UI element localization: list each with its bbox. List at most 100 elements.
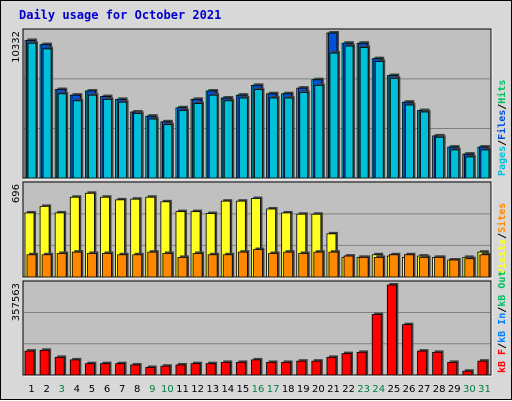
right-legend: Pages/Files/Hits — [496, 80, 508, 176]
panel-hits-files-pages: 10332 Pages/Files/Hits — [11, 28, 508, 180]
x-tick-label: 19 — [297, 384, 310, 395]
bar-sites-day-17 — [268, 253, 278, 278]
bar-kb_f-day-22 — [341, 353, 352, 376]
bar-kb_f-day-12 — [190, 363, 201, 376]
panels-layer: 10332Pages/Files/Hits696Visits/Sites3575… — [11, 28, 508, 377]
bar-pages-day-27 — [420, 111, 429, 179]
legend-entry: Sites — [496, 203, 508, 233]
legend-entry: / — [497, 104, 508, 110]
x-tick-label: 24 — [372, 384, 385, 395]
bar-kb_f-day-28 — [432, 351, 443, 376]
bar-pages-day-8 — [133, 113, 143, 179]
legend-entry: / — [497, 233, 508, 239]
bar-kb_f-day-18 — [281, 362, 292, 376]
x-tick-label: 14 — [221, 384, 234, 395]
bar-sites-day-3 — [56, 253, 67, 278]
x-tick-label: 22 — [342, 384, 355, 395]
bar-kb_f-day-19 — [296, 360, 307, 376]
x-tick-label: 23 — [357, 384, 370, 395]
bar-pages-day-22 — [344, 45, 354, 179]
bar-pages-day-19 — [299, 91, 309, 179]
x-tick-label: 30 — [463, 384, 476, 395]
bar-sites-day-14 — [222, 254, 233, 278]
bar-kb_f-day-16 — [251, 359, 261, 376]
bar-pages-day-18 — [284, 97, 294, 179]
bar-kb_f-day-11 — [175, 364, 186, 376]
bar-sites-day-9 — [147, 251, 158, 278]
y-max-label: 696 — [11, 184, 22, 203]
bar-sites-day-22 — [343, 255, 354, 278]
bar-sites-day-16 — [253, 249, 263, 278]
bar-kb_f-day-5 — [84, 363, 95, 376]
x-tick-label: 29 — [448, 384, 461, 395]
bar-pages-day-6 — [103, 99, 112, 179]
panel-visits-sites: 696 Visits/Sites — [11, 181, 508, 279]
panel-kbytes: 357563 kB F/kB In/kB Out — [11, 271, 508, 377]
bar-kb_f-day-6 — [100, 363, 110, 376]
bar-kb_f-day-27 — [417, 350, 427, 376]
x-tick-label: 27 — [418, 384, 431, 395]
bar-pages-day-21 — [329, 52, 339, 179]
bar-pages-day-25 — [389, 77, 399, 179]
x-axis-labels: 1 2 3 4 5 6 7 8 9 10 11 12 13 14 15 16 17 18 19 20 21 22 23 24 2… — [28, 384, 490, 395]
bar-sites-day-31 — [479, 254, 490, 278]
bar-pages-day-17 — [269, 97, 278, 179]
bar-sites-day-30 — [464, 258, 475, 278]
bar-kb_f-day-21 — [326, 356, 337, 376]
bar-kb_f-day-15 — [235, 362, 246, 376]
x-tick-label: 3 — [59, 384, 65, 395]
x-tick-label: 17 — [267, 384, 280, 395]
bar-sites-day-8 — [132, 254, 143, 278]
bar-kb_f-day-20 — [311, 360, 322, 376]
x-tick-label: 31 — [478, 384, 491, 395]
bar-kb_f-day-8 — [130, 364, 141, 376]
legend-entry: / — [497, 343, 508, 349]
bar-sites-day-10 — [162, 253, 173, 278]
bar-pages-day-11 — [178, 110, 188, 179]
bar-sites-day-5 — [86, 253, 97, 278]
x-tick-label: 20 — [312, 384, 325, 395]
bar-pages-day-13 — [208, 94, 218, 179]
bar-sites-day-25 — [388, 254, 399, 278]
bar-kb_f-day-24 — [371, 314, 382, 376]
bar-kb_f-day-1 — [24, 350, 35, 376]
x-tick-label: 21 — [327, 384, 340, 395]
x-tick-label: 10 — [161, 384, 174, 395]
legend-entry: Visits — [496, 239, 508, 275]
bar-kb_f-day-23 — [356, 351, 367, 376]
y-max-label: 10332 — [11, 31, 22, 63]
bar-sites-day-1 — [26, 254, 37, 278]
bar-kb_f-day-13 — [205, 363, 216, 376]
bar-kb_f-day-29 — [447, 362, 458, 376]
bar-kb_f-day-26 — [402, 324, 412, 376]
legend-entry: Files — [496, 110, 508, 140]
bar-pages-day-7 — [118, 101, 127, 179]
bar-pages-day-31 — [480, 149, 490, 179]
x-tick-label: 4 — [74, 384, 80, 395]
bar-sites-day-12 — [192, 253, 203, 278]
bar-pages-day-4 — [72, 100, 82, 179]
legend-entry: / — [497, 140, 508, 146]
x-tick-label: 7 — [119, 384, 125, 395]
legend-entry: kB In — [497, 313, 508, 343]
x-tick-label: 9 — [149, 384, 155, 395]
legend-entry: / — [497, 307, 508, 313]
x-tick-label: 11 — [176, 384, 189, 395]
right-legend: kB F/kB In/kB Out — [497, 271, 508, 373]
x-tick-label: 28 — [433, 384, 446, 395]
bar-pages-day-10 — [163, 124, 173, 179]
bar-sites-day-28 — [434, 256, 445, 278]
bar-kb_f-day-17 — [266, 362, 276, 376]
y-max-label: 357563 — [11, 283, 22, 321]
bar-kb_f-day-3 — [54, 356, 65, 376]
x-tick-label: 16 — [252, 384, 265, 395]
bar-pages-day-30 — [465, 156, 475, 179]
bar-sites-day-13 — [207, 254, 218, 278]
bar-pages-day-2 — [42, 48, 52, 179]
bar-sites-day-27 — [419, 256, 429, 278]
bar-sites-day-6 — [102, 253, 112, 278]
bar-sites-day-21 — [328, 251, 339, 278]
bar-sites-day-24 — [373, 256, 384, 278]
